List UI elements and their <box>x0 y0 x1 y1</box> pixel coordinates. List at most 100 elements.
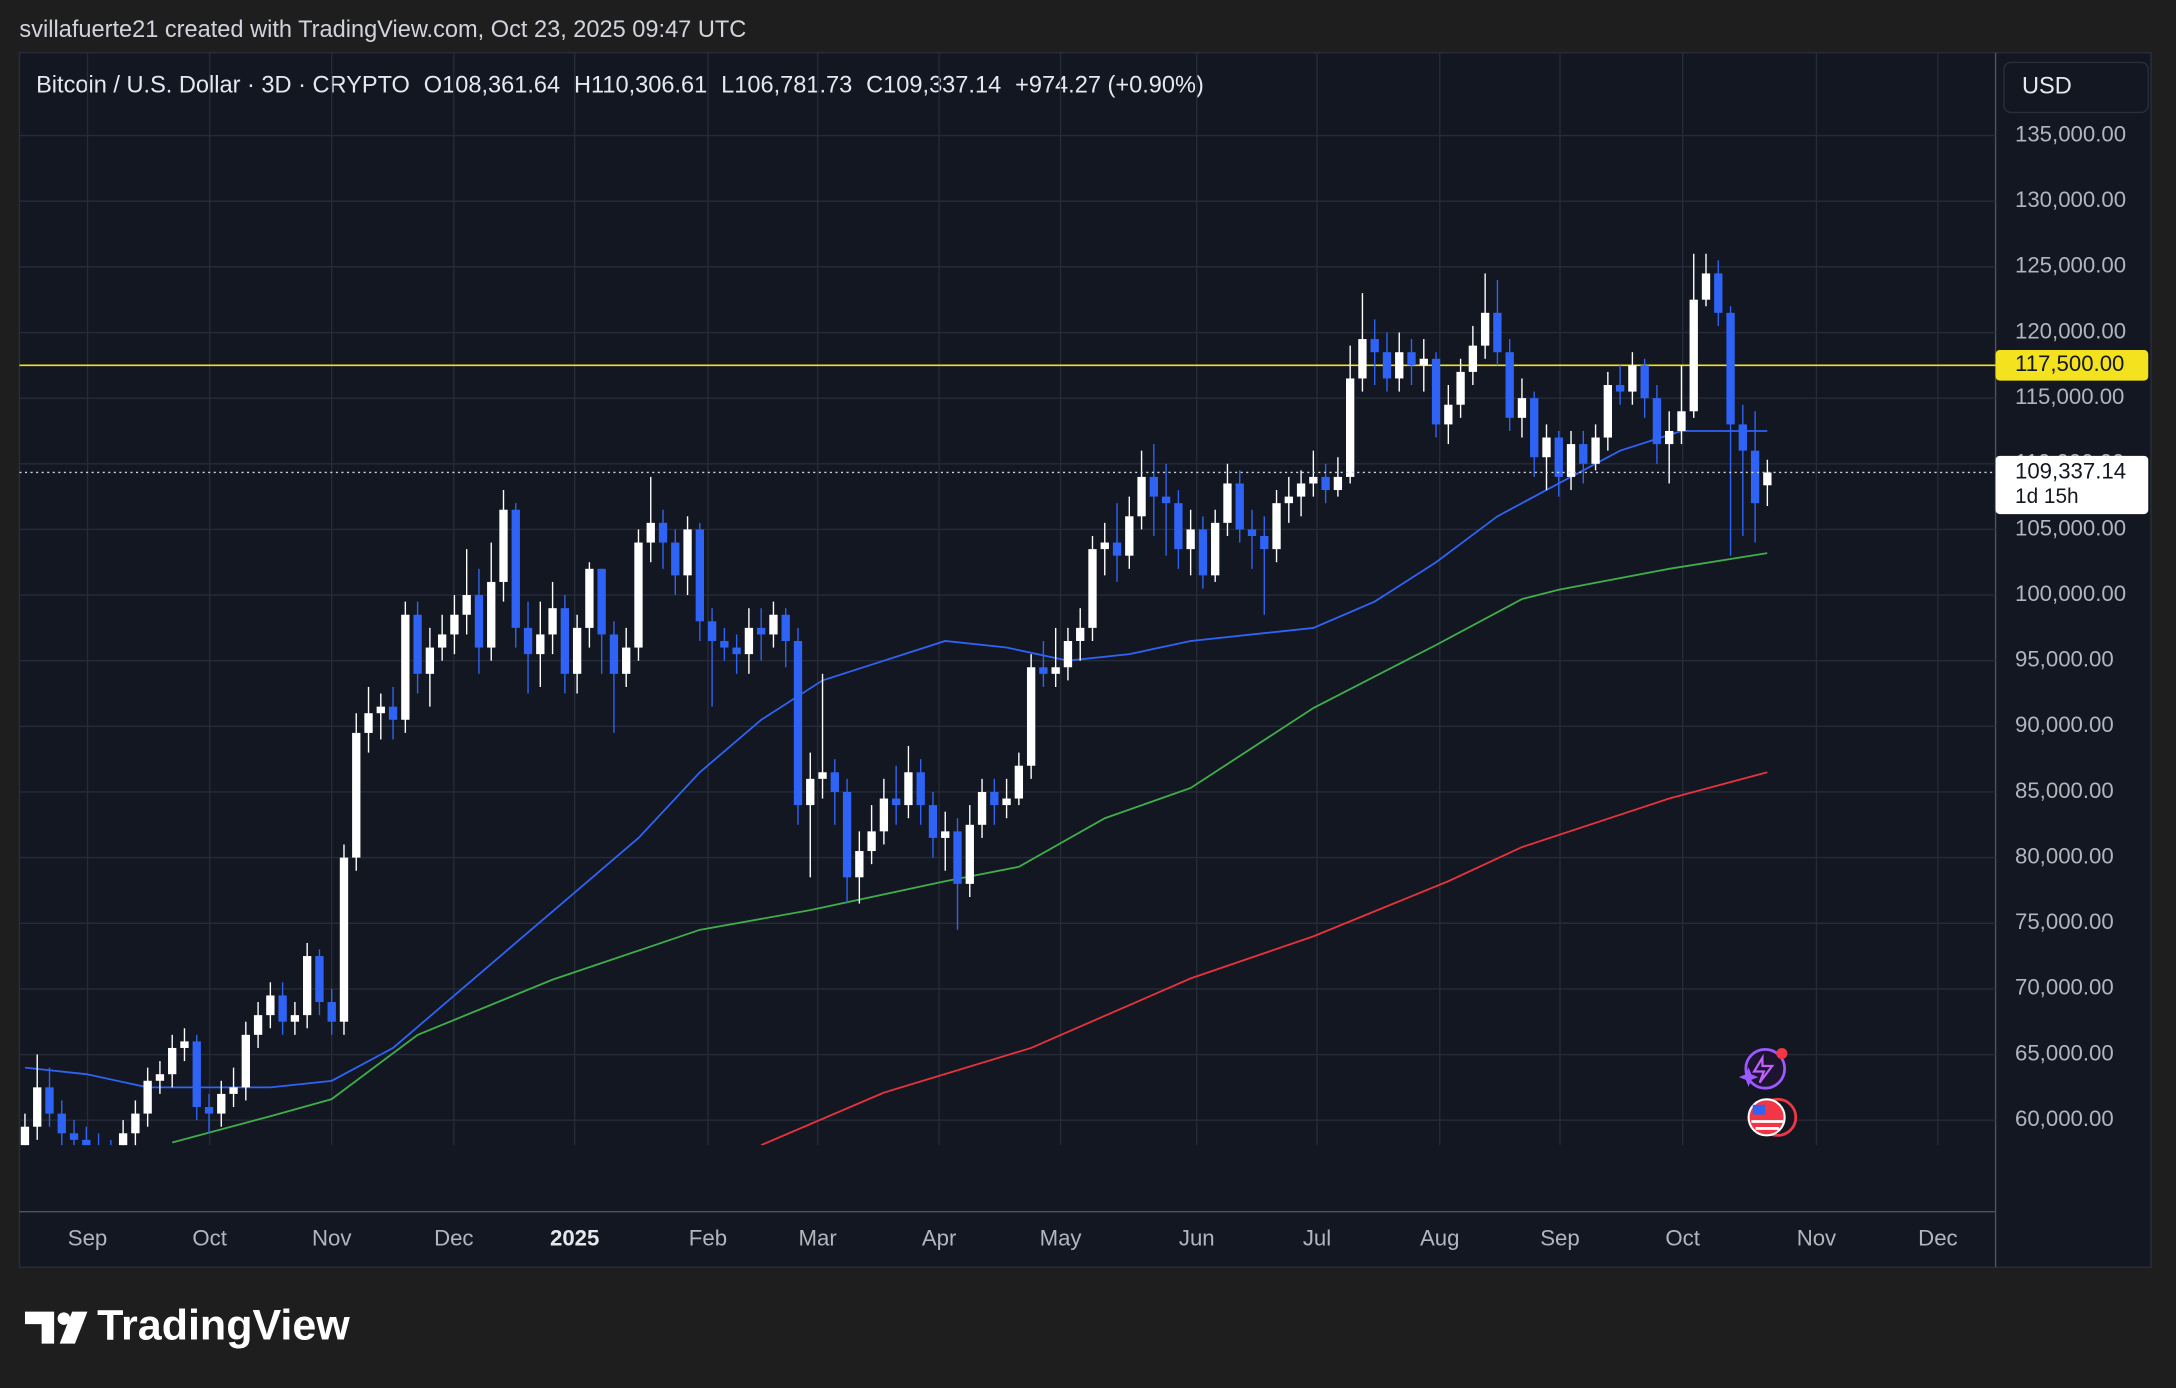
candle-body <box>1125 516 1134 556</box>
candle-body <box>1615 385 1625 392</box>
candle-body <box>20 1126 30 1146</box>
candle-body <box>965 824 974 884</box>
candle-body <box>487 581 496 648</box>
brand-logo: TradingView <box>24 1302 350 1350</box>
x-tick-label: 2025 <box>550 1225 599 1250</box>
y-tick-label: 115,000.00 <box>2015 384 2124 409</box>
candle-body <box>1468 345 1478 372</box>
candle-body <box>57 1113 66 1134</box>
moving-average-line <box>24 430 1768 1089</box>
candle-body <box>842 791 852 878</box>
candle-body <box>1346 378 1355 477</box>
candle-body <box>401 614 410 720</box>
candle-body <box>658 522 668 543</box>
candle-body <box>1014 765 1024 799</box>
currency-label[interactable]: USD <box>2022 73 2072 99</box>
candle-body <box>695 529 704 622</box>
event-flag-canton <box>1752 1104 1766 1115</box>
candle-body <box>253 1015 263 1035</box>
candle-body <box>315 956 324 1003</box>
candle-body <box>990 791 999 806</box>
candle-body <box>290 1015 300 1022</box>
legend-item: C109,337.14 <box>866 71 1001 97</box>
candle-body <box>1652 398 1662 445</box>
legend-item: O108,361.64 <box>424 71 560 97</box>
candle-body <box>474 595 484 648</box>
moving-average-line <box>760 771 1768 1146</box>
candle-body <box>585 568 594 628</box>
candle-body <box>450 614 459 635</box>
y-tick-label: 65,000.00 <box>2015 1040 2114 1065</box>
candle-body <box>1149 476 1158 497</box>
level-label-box <box>1995 350 2149 381</box>
candle-body <box>204 1107 214 1114</box>
candle-body <box>720 641 729 648</box>
candle-body <box>1419 358 1428 366</box>
candle-body <box>855 851 864 878</box>
candle-body <box>266 995 275 1016</box>
candle-body <box>1493 312 1502 353</box>
candle-body <box>1480 312 1490 346</box>
candle-body <box>192 1041 201 1108</box>
candle-body <box>278 995 287 1022</box>
x-tick-label: Dec <box>1918 1225 1957 1250</box>
y-tick-label: 75,000.00 <box>2015 909 2114 934</box>
legend: Bitcoin / U.S. Dollar · 3D · CRYPTO O108… <box>36 71 1204 97</box>
y-tick-label: 60,000.00 <box>2015 1106 2114 1131</box>
candle-body <box>33 1087 42 1127</box>
candle-body <box>155 1074 165 1081</box>
candle-body <box>1370 339 1379 353</box>
legend-item: H110,306.61 <box>574 71 707 97</box>
candle-body <box>1100 542 1109 550</box>
candle-body <box>1223 483 1232 523</box>
candle-body <box>462 595 471 615</box>
x-tick-label: Feb <box>689 1225 727 1250</box>
candle-body <box>757 627 766 635</box>
currency-button[interactable]: USD <box>2003 61 2149 114</box>
candle-body <box>1039 667 1048 674</box>
moving-average-line <box>171 552 1768 1144</box>
event-icon-flag <box>1747 1098 1786 1137</box>
candle-body <box>1333 476 1343 491</box>
candle-body <box>1395 352 1404 379</box>
candle-body <box>1309 476 1318 484</box>
x-tick-label: Jun <box>1179 1225 1215 1250</box>
candle-body <box>1554 437 1563 477</box>
candle-body <box>511 509 520 628</box>
candle-body <box>499 509 508 582</box>
candle-body <box>830 772 839 792</box>
y-tick-label: 95,000.00 <box>2015 647 2114 672</box>
event-icon <box>1744 1047 1787 1090</box>
candle-body <box>425 647 435 674</box>
candle-body <box>1137 476 1146 517</box>
candle-body <box>781 614 790 642</box>
chart-title: Bitcoin / U.S. Dollar · 3D · CRYPTO <box>36 71 410 97</box>
candle-body <box>1260 535 1269 550</box>
candle-body <box>1358 339 1367 379</box>
candle-body <box>1063 641 1073 668</box>
candle-body <box>69 1133 79 1140</box>
candle-body <box>1456 371 1465 405</box>
candle-body <box>1640 365 1649 399</box>
candle-body <box>1076 627 1085 642</box>
candle-body <box>891 798 901 806</box>
candle-body <box>634 542 643 648</box>
logo-dot <box>57 1312 71 1325</box>
x-tick-label: Nov <box>1797 1225 1837 1250</box>
x-tick-label: Aug <box>1420 1225 1459 1250</box>
candle-body <box>1296 483 1306 497</box>
x-tick-label: Mar <box>799 1225 838 1250</box>
candle-body <box>1161 496 1171 504</box>
candle-body <box>1284 496 1293 504</box>
candle-body <box>1088 549 1097 628</box>
y-tick-label: 135,000.00 <box>2015 121 2126 146</box>
candle-body <box>1431 358 1441 425</box>
candle-body <box>1701 273 1711 300</box>
candle-body <box>572 627 582 674</box>
y-tick-label: 105,000.00 <box>2015 515 2126 540</box>
candle-body <box>1444 404 1453 425</box>
y-tick-label: 70,000.00 <box>2015 975 2114 1000</box>
candle-body <box>1750 450 1760 504</box>
currency-button-box[interactable] <box>2003 61 2149 114</box>
y-tick-label: 85,000.00 <box>2015 778 2114 803</box>
